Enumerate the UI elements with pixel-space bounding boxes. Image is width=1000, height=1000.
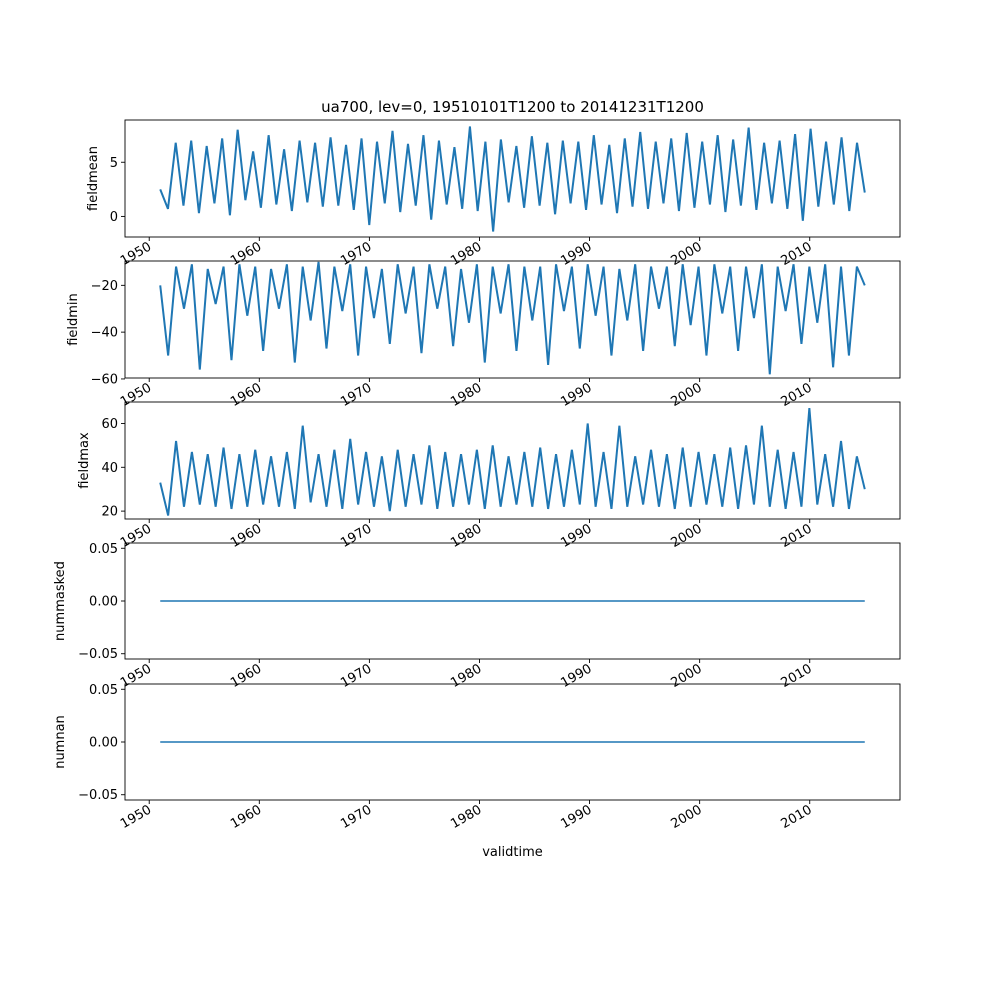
y-tick-label: 40 bbox=[101, 461, 118, 476]
y-tick-label: 60 bbox=[101, 417, 118, 432]
y-tick-label: −60 bbox=[91, 372, 118, 387]
panel-nummasked: −0.05 0.00 0.05 1950 1960 1970 1980 1990 2000 201… bbox=[53, 542, 901, 691]
x-tick-label: 1970 bbox=[338, 521, 374, 551]
y-tick-label: 0.00 bbox=[89, 736, 118, 751]
x-tick-label: 2000 bbox=[668, 802, 704, 832]
y-tick-label: 0.05 bbox=[89, 542, 118, 557]
x-tick-label: 1980 bbox=[448, 521, 484, 551]
x-tick-label: 1950 bbox=[118, 239, 154, 269]
x-tick-label: 1980 bbox=[448, 380, 484, 410]
y-tick-label: −0.05 bbox=[78, 788, 118, 803]
y-tick-label: 0.00 bbox=[89, 595, 118, 610]
x-axis-label: validtime bbox=[482, 845, 543, 860]
x-tick-label: 1950 bbox=[118, 380, 154, 410]
x-tick-label: 2010 bbox=[779, 380, 815, 410]
x-tick-label: 1950 bbox=[118, 802, 154, 832]
x-tick-label: 2010 bbox=[779, 239, 815, 269]
axes-frame bbox=[124, 260, 901, 379]
panel-numnan: −0.05 0.00 0.05 1950 1960 1970 1980 1990 2000 201… bbox=[53, 683, 901, 860]
series-line-fieldmean bbox=[159, 126, 866, 232]
x-tick-label: 1970 bbox=[338, 380, 374, 410]
y-tick-label: 0 bbox=[110, 210, 118, 225]
x-tick-label: 1980 bbox=[448, 802, 484, 832]
x-tick-label: 1960 bbox=[228, 661, 264, 691]
x-tick-label: 1960 bbox=[228, 380, 264, 410]
y-axis-label: fieldmax bbox=[77, 432, 92, 489]
x-tick-label: 1990 bbox=[558, 521, 594, 551]
x-tick-label: 2010 bbox=[779, 661, 815, 691]
y-tick-label: 20 bbox=[101, 505, 118, 520]
y-axis-label: nummasked bbox=[53, 561, 68, 641]
x-tick-label: 1990 bbox=[558, 802, 594, 832]
chart-title: ua700, lev=0, 19510101T1200 to 20141231T… bbox=[321, 98, 704, 116]
x-tick-label: 1970 bbox=[338, 661, 374, 691]
axes-frame bbox=[124, 119, 901, 238]
x-tick-label: 2010 bbox=[779, 802, 815, 832]
series-line-fieldmin bbox=[159, 261, 866, 375]
panel-fieldmax: 20 40 60 1950 1960 1970 1980 1990 2000 2010 fieldm… bbox=[77, 401, 901, 551]
series-line-fieldmax bbox=[159, 408, 866, 516]
y-tick-label: 5 bbox=[110, 156, 118, 171]
y-axis-label: fieldmean bbox=[86, 146, 101, 211]
y-axis-label: numnan bbox=[53, 715, 68, 769]
x-tick-label: 2000 bbox=[668, 521, 704, 551]
x-tick-label: 1960 bbox=[228, 802, 264, 832]
y-tick-label: −40 bbox=[91, 326, 118, 341]
x-tick-label: 1970 bbox=[338, 802, 374, 832]
x-tick-label: 2000 bbox=[668, 661, 704, 691]
x-tick-label: 1990 bbox=[558, 380, 594, 410]
x-tick-label: 1980 bbox=[448, 239, 484, 269]
x-tick-label: 2000 bbox=[668, 380, 704, 410]
x-tick-label: 1950 bbox=[118, 521, 154, 551]
y-axis-label: fieldmin bbox=[66, 293, 81, 346]
axes-frame bbox=[124, 401, 901, 520]
x-tick-label: 1970 bbox=[338, 239, 374, 269]
panel-fieldmin: −60 −40 −20 1950 1960 1970 1980 1990 2000 2010 fie… bbox=[66, 260, 901, 410]
x-tick-label: 1960 bbox=[228, 239, 264, 269]
y-tick-label: −20 bbox=[91, 279, 118, 294]
y-tick-label: −0.05 bbox=[78, 647, 118, 662]
x-tick-label: 1950 bbox=[118, 661, 154, 691]
panel-fieldmean: 0 5 1950 1960 1970 1980 1990 2000 2010 fieldmean u… bbox=[86, 98, 901, 269]
x-tick-label: 1990 bbox=[558, 239, 594, 269]
x-tick-label: 2010 bbox=[779, 521, 815, 551]
x-tick-label: 1990 bbox=[558, 661, 594, 691]
y-tick-label: 0.05 bbox=[89, 683, 118, 698]
x-tick-label: 1960 bbox=[228, 521, 264, 551]
x-tick-label: 2000 bbox=[668, 239, 704, 269]
x-tick-label: 1980 bbox=[448, 661, 484, 691]
